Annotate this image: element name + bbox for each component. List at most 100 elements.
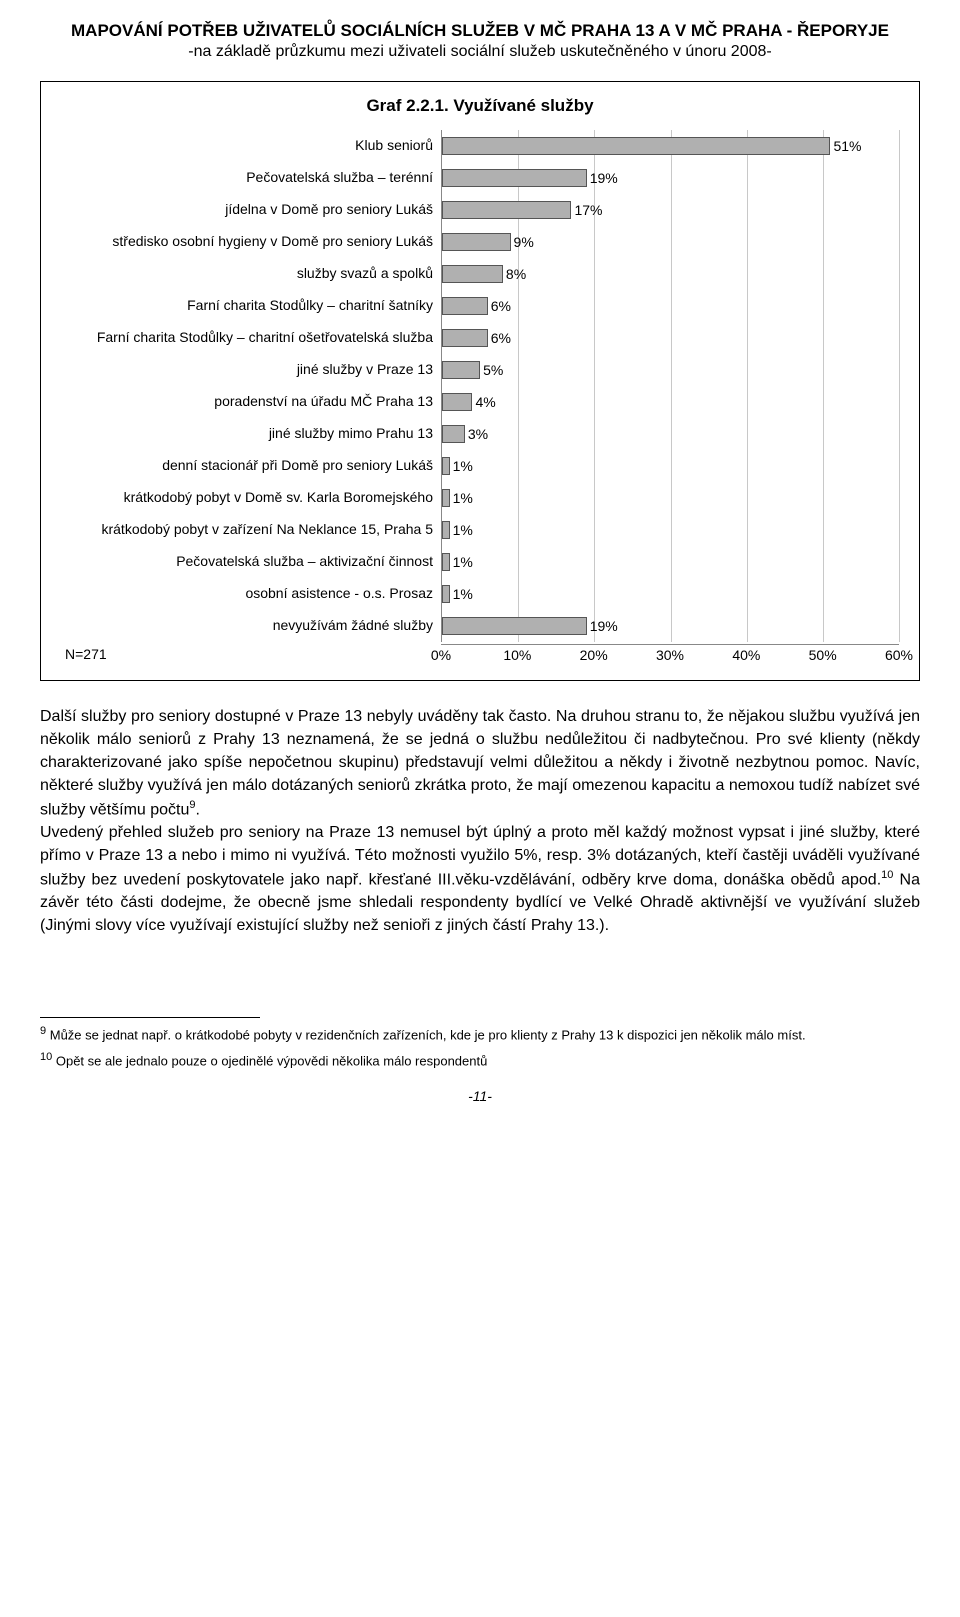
chart-bar: 3% xyxy=(442,425,465,443)
chart-bar: 5% xyxy=(442,361,480,379)
chart-bar-track: 6% xyxy=(441,290,899,322)
body-paragraph-1: Další služby pro seniory dostupné v Praz… xyxy=(40,705,920,938)
chart-bar-track: 1% xyxy=(441,546,899,578)
chart-bar-label: nevyužívám žádné služby xyxy=(61,618,441,633)
chart-bar-value: 5% xyxy=(479,362,503,378)
chart-x-tick: 10% xyxy=(503,647,531,663)
chart-row: Farní charita Stodůlky – charitní šatník… xyxy=(61,290,899,322)
footnote-text: Může se jednat např. o krátkodobé pobyty… xyxy=(46,1028,805,1043)
chart-bar-track: 19% xyxy=(441,610,899,642)
chart-container: Graf 2.2.1. Využívané služby Klub senior… xyxy=(40,81,920,681)
chart-bar-track: 3% xyxy=(441,418,899,450)
chart-x-tick: 20% xyxy=(580,647,608,663)
chart-bar: 1% xyxy=(442,521,450,539)
chart-bar-label: Farní charita Stodůlky – charitní šatník… xyxy=(61,298,441,313)
chart-row: nevyužívám žádné služby19% xyxy=(61,610,899,642)
chart-row: Pečovatelská služba – terénní19% xyxy=(61,162,899,194)
chart-bar-track: 1% xyxy=(441,514,899,546)
chart-bar: 9% xyxy=(442,233,511,251)
chart-row: krátkodobý pobyt v Domě sv. Karla Borome… xyxy=(61,482,899,514)
header-title: MAPOVÁNÍ POTŘEB UŽIVATELŮ SOCIÁLNÍCH SLU… xyxy=(40,20,920,42)
chart-plot-area: Klub seniorů51%Pečovatelská služba – ter… xyxy=(61,130,899,642)
chart-bar-label: osobní asistence - o.s. Prosaz xyxy=(61,586,441,601)
chart-bar-label: krátkodobý pobyt v zařízení Na Neklance … xyxy=(61,522,441,537)
footnote-ref: 10 xyxy=(881,869,893,881)
chart-bar-value: 19% xyxy=(586,618,618,634)
chart-bar-value: 6% xyxy=(487,298,511,314)
chart-bar-value: 6% xyxy=(487,330,511,346)
chart-bar-track: 6% xyxy=(441,322,899,354)
chart-bar: 1% xyxy=(442,585,450,603)
chart-bar: 6% xyxy=(442,329,488,347)
chart-bar-track: 1% xyxy=(441,482,899,514)
body-text: . xyxy=(196,801,200,818)
chart-bar-track: 8% xyxy=(441,258,899,290)
chart-bar-value: 51% xyxy=(829,138,861,154)
chart-bar-value: 8% xyxy=(502,266,526,282)
chart-bar-label: jiné služby v Praze 13 xyxy=(61,362,441,377)
footnotes-separator xyxy=(40,1017,260,1018)
chart-bar-label: středisko osobní hygieny v Domě pro seni… xyxy=(61,234,441,249)
chart-row: jiné služby v Praze 135% xyxy=(61,354,899,386)
body-text: Uvedený přehled služeb pro seniory na Pr… xyxy=(40,824,920,888)
chart-bar: 19% xyxy=(442,617,587,635)
chart-x-tick: 60% xyxy=(885,647,913,663)
footnote-9: 9 Může se jednat např. o krátkodobé poby… xyxy=(40,1024,920,1044)
chart-row: krátkodobý pobyt v zařízení Na Neklance … xyxy=(61,514,899,546)
chart-x-tick: 30% xyxy=(656,647,684,663)
chart-row: poradenství na úřadu MČ Praha 134% xyxy=(61,386,899,418)
chart-bar-value: 1% xyxy=(449,586,473,602)
chart-bar-track: 4% xyxy=(441,386,899,418)
footnote-number: 10 xyxy=(40,1051,52,1063)
chart-bar-label: jiné služby mimo Prahu 13 xyxy=(61,426,441,441)
chart-bar-track: 1% xyxy=(441,450,899,482)
chart-bar-label: krátkodobý pobyt v Domě sv. Karla Borome… xyxy=(61,490,441,505)
chart-row: jiné služby mimo Prahu 133% xyxy=(61,418,899,450)
header-subtitle: -na základě průzkumu mezi uživateli soci… xyxy=(40,42,920,63)
chart-row: denní stacionář při Domě pro seniory Luk… xyxy=(61,450,899,482)
chart-x-tick: 40% xyxy=(732,647,760,663)
chart-bar-track: 17% xyxy=(441,194,899,226)
chart-bar-track: 1% xyxy=(441,578,899,610)
chart-bar: 1% xyxy=(442,489,450,507)
chart-row: osobní asistence - o.s. Prosaz1% xyxy=(61,578,899,610)
chart-bar: 6% xyxy=(442,297,488,315)
chart-title: Graf 2.2.1. Využívané služby xyxy=(61,96,899,116)
chart-bar-label: Pečovatelská služba – aktivizační činnos… xyxy=(61,554,441,569)
chart-bar: 1% xyxy=(442,553,450,571)
chart-row: jídelna v Domě pro seniory Lukáš17% xyxy=(61,194,899,226)
chart-bar-value: 1% xyxy=(449,522,473,538)
chart-bar-value: 3% xyxy=(464,426,488,442)
page-number: -11- xyxy=(40,1088,920,1104)
chart-bar-value: 1% xyxy=(449,490,473,506)
chart-row: Pečovatelská služba – aktivizační činnos… xyxy=(61,546,899,578)
chart-bar-value: 19% xyxy=(586,170,618,186)
chart-bar: 4% xyxy=(442,393,472,411)
chart-bar: 1% xyxy=(442,457,450,475)
chart-bar-value: 1% xyxy=(449,554,473,570)
footnote-text: Opět se ale jednalo pouze o ojedinělé vý… xyxy=(52,1054,487,1069)
chart-bar-value: 1% xyxy=(449,458,473,474)
chart-bar: 8% xyxy=(442,265,503,283)
chart-x-axis: 0%10%20%30%40%50%60% xyxy=(61,644,899,666)
chart-row: Klub seniorů51% xyxy=(61,130,899,162)
chart-row: Farní charita Stodůlky – charitní ošetřo… xyxy=(61,322,899,354)
chart-bar-track: 9% xyxy=(441,226,899,258)
chart-bar-label: Farní charita Stodůlky – charitní ošetřo… xyxy=(61,330,441,345)
body-text: Další služby pro seniory dostupné v Praz… xyxy=(40,708,920,818)
chart-bar: 51% xyxy=(442,137,830,155)
chart-bar-label: Klub seniorů xyxy=(61,138,441,153)
chart-bar-track: 51% xyxy=(441,130,899,162)
chart-bar-label: jídelna v Domě pro seniory Lukáš xyxy=(61,202,441,217)
chart-bar-value: 9% xyxy=(510,234,534,250)
chart-x-tick: 50% xyxy=(809,647,837,663)
chart-bar-label: služby svazů a spolků xyxy=(61,266,441,281)
chart-bar: 17% xyxy=(442,201,571,219)
chart-bar-value: 17% xyxy=(570,202,602,218)
chart-row: středisko osobní hygieny v Domě pro seni… xyxy=(61,226,899,258)
chart-row: služby svazů a spolků8% xyxy=(61,258,899,290)
page-header: MAPOVÁNÍ POTŘEB UŽIVATELŮ SOCIÁLNÍCH SLU… xyxy=(40,20,920,63)
footnote-10: 10 Opět se ale jednalo pouze o ojedinělé… xyxy=(40,1050,920,1070)
chart-bar-label: poradenství na úřadu MČ Praha 13 xyxy=(61,394,441,409)
chart-bar: 19% xyxy=(442,169,587,187)
